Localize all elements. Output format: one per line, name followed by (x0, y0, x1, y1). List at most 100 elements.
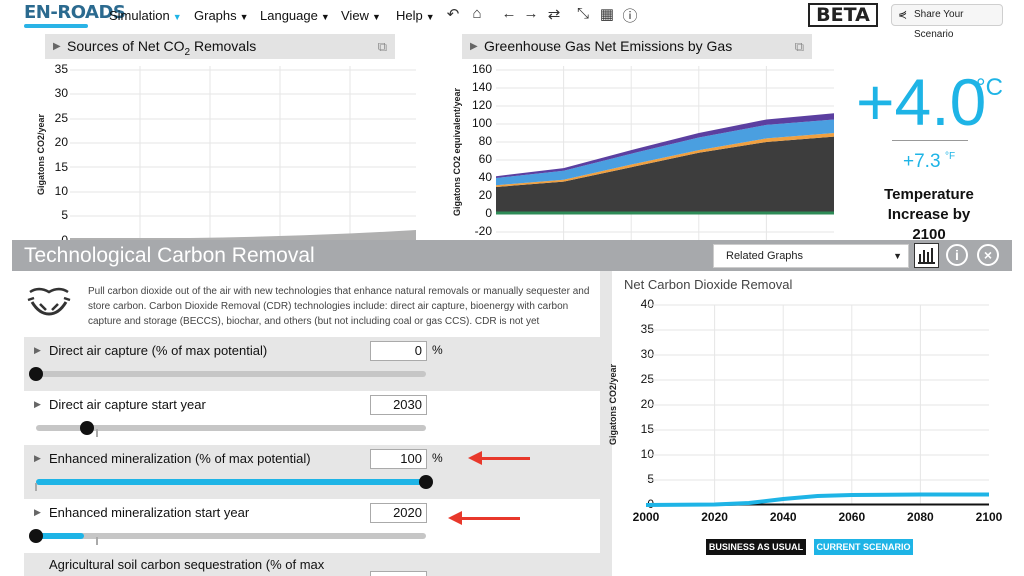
left-graph-plot (70, 66, 416, 240)
annotation-arrow-icon (448, 511, 462, 525)
slider-reference-tick (35, 483, 37, 491)
slider-track[interactable] (36, 533, 426, 539)
y-tick-label: 120 (471, 98, 492, 112)
expand-triangle-icon[interactable]: ▶ (34, 453, 41, 463)
slider-value-input[interactable]: 2020 (370, 503, 427, 523)
expand-triangle-icon[interactable]: ▶ (34, 399, 41, 409)
chevron-down-icon: ▼ (172, 12, 182, 22)
slider-value-input[interactable]: 2030 (370, 395, 427, 415)
menu-simulation-label: Simulation (109, 8, 170, 23)
slider-direct-air-capture-start-year: ▶ Direct air capture start year 2030 (24, 391, 600, 445)
graph-view-button[interactable] (914, 243, 939, 268)
ghg-by-gas-graph-header[interactable]: ▶ Greenhouse Gas Net Emissions by Gas ⧉ (462, 34, 812, 59)
y-tick-label: 0 (485, 206, 492, 220)
mid-graph-plot (496, 66, 834, 240)
share-scenario-button[interactable]: ⋞ Share Your Scenario (891, 4, 1003, 40)
menu-language[interactable]: Language ▼ (260, 8, 330, 23)
swap-icon[interactable]: ⇄ (547, 6, 561, 23)
right-graph-ylabel: Gigatons CO2/year (608, 363, 618, 445)
slider-knob[interactable] (419, 475, 433, 489)
y-tick-label: 15 (54, 159, 68, 174)
temperature-divider (892, 140, 968, 141)
panel-description: Pull carbon dioxide out of the air with … (88, 286, 590, 327)
related-graphs-select[interactable]: Related Graphs ▼ (713, 244, 909, 268)
chevron-down-icon: ▼ (320, 12, 330, 22)
y-tick-label: 20 (640, 397, 654, 411)
expand-triangle-icon[interactable]: ▶ (34, 345, 41, 355)
expand-triangle-icon[interactable]: ▶ (34, 507, 41, 517)
area-series-0 (496, 136, 834, 214)
legend-business-as-usual[interactable]: BUSINESS AS USUAL (706, 539, 806, 555)
sources-removals-title: Sources of Net CO2 Removals (67, 34, 256, 65)
slider-value-input[interactable]: 0 (370, 341, 427, 361)
en-roads-logo[interactable]: EN-ROADS (24, 2, 126, 23)
y-tick-label: 5 (61, 208, 68, 223)
info-icon[interactable]: i (946, 244, 968, 266)
expand-triangle-icon[interactable]: ▶ (470, 41, 478, 52)
menu-simulation[interactable]: Simulation ▼ (109, 8, 182, 23)
y-tick-label: 0 (38, 233, 68, 247)
slider-label: Enhanced mineralization (% of max potent… (49, 451, 311, 466)
slider-reference-tick (96, 429, 98, 437)
slider-enhanced-mineralization-start-year: ▶ Enhanced mineralization start year 202… (24, 499, 600, 553)
slider-knob[interactable] (79, 421, 94, 435)
mid-graph-ylabel: Gigatons CO2 equivalent/year (452, 87, 462, 216)
sources-removals-graph-header[interactable]: ▶ Sources of Net CO2 Removals ⧉ (45, 34, 395, 59)
copy-icon[interactable]: ⧉ (794, 39, 804, 54)
temperature-celsius: +4.0 (856, 65, 987, 139)
series-line-1 (646, 492, 989, 507)
y-tick-label: 140 (471, 80, 492, 94)
x-tick-label: 2060 (838, 510, 866, 524)
slider-value-input[interactable]: 100 (370, 449, 427, 469)
y-tick-label: 80 (478, 134, 492, 148)
slider-label: Enhanced mineralization start year (49, 505, 250, 520)
sources-removals-title-text: Sources of Net CO (67, 38, 185, 54)
area-series-1 (496, 133, 834, 187)
y-tick-label: 30 (54, 86, 68, 101)
slider-label: Direct air capture start year (49, 397, 206, 412)
legend-current-scenario[interactable]: CURRENT SCENARIO (814, 539, 913, 555)
collapse-icon[interactable]: ⤡ (576, 5, 589, 22)
y-tick-label: 35 (640, 322, 654, 336)
back-icon[interactable]: ← (501, 5, 517, 22)
y-tick-label: 10 (640, 447, 654, 461)
net-co2-removal-title: Net Carbon Dioxide Removal (624, 277, 793, 292)
slider-knob[interactable] (29, 529, 43, 543)
temperature-celsius-unit: °C (976, 74, 1003, 101)
info-icon[interactable]: ⓘ (622, 8, 638, 25)
beta-badge: BETA (808, 3, 878, 27)
y-tick-label: 100 (471, 116, 492, 130)
sources-removals-title-suffix: Removals (190, 38, 257, 54)
slider-track[interactable] (36, 371, 426, 377)
panel-title: Technological Carbon Removal (24, 244, 315, 267)
menu-view[interactable]: View ▼ (341, 8, 381, 23)
menu-graphs[interactable]: Graphs ▼ (194, 8, 249, 23)
temperature-label-line3: 2100 (912, 226, 946, 243)
close-icon[interactable]: × (977, 244, 999, 266)
slider-value-input[interactable] (370, 571, 427, 576)
y-tick-label: 20 (54, 135, 68, 150)
y-tick-label: 35 (54, 62, 68, 76)
undo-icon[interactable]: ↶ (446, 6, 460, 23)
menu-help[interactable]: Help ▼ (396, 8, 435, 23)
expand-triangle-icon[interactable]: ▶ (53, 41, 61, 52)
slider-knob[interactable] (29, 367, 43, 381)
menu-help-label: Help (396, 8, 423, 23)
slider-track[interactable] (36, 425, 426, 431)
slider-reference-tick (96, 537, 98, 545)
bar-chart-icon (918, 248, 935, 264)
grid-icon[interactable]: ▦ (599, 6, 615, 23)
home-icon[interactable]: ⌂ (472, 5, 482, 22)
y-tick-label: 40 (478, 170, 492, 184)
x-tick-label: 2100 (975, 510, 1003, 524)
menu-view-label: View (341, 8, 369, 23)
slider-direct-air-capture: ▶ Direct air capture (% of max potential… (24, 337, 600, 391)
forward-icon[interactable]: → (523, 5, 539, 22)
panel-header: Technological Carbon Removal Related Gra… (12, 240, 1012, 271)
menu-graphs-label: Graphs (194, 8, 237, 23)
y-tick-label: 10 (54, 184, 68, 198)
copy-icon[interactable]: ⧉ (377, 39, 387, 54)
sources-removals-title-sub: 2 (184, 46, 191, 58)
panel-divider (600, 271, 612, 576)
area-series-2 (496, 119, 834, 186)
